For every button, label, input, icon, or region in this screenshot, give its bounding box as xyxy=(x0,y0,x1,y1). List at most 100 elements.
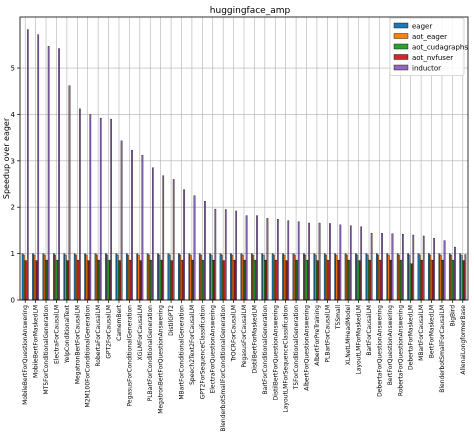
legend-swatch-aot_eager xyxy=(393,33,409,39)
bar-eager xyxy=(438,253,441,301)
bar-inductor xyxy=(204,201,206,301)
bar-aot_eager xyxy=(387,254,390,301)
bar-aot_nvfuser xyxy=(463,260,465,301)
bar-eager xyxy=(448,253,451,301)
bar-eager xyxy=(428,253,430,301)
bar-aot_cudagraphs xyxy=(66,260,68,301)
bar-aot_nvfuser xyxy=(67,260,70,301)
legend-swatch-inductor xyxy=(393,64,409,71)
bar-aot_eager xyxy=(179,254,182,301)
bar-aot_nvfuser xyxy=(46,259,49,301)
x-tick-label: YelpConditionalText xyxy=(64,304,71,364)
bar-eager xyxy=(396,253,399,301)
bar-aot_eager xyxy=(283,254,286,301)
bar-aot_eager xyxy=(43,254,46,301)
bar-aot_eager xyxy=(168,254,171,301)
bar-aot_nvfuser xyxy=(234,259,236,301)
bar-inductor xyxy=(287,220,290,301)
bar-aot_nvfuser xyxy=(171,260,174,301)
bar-aot_cudagraphs xyxy=(368,259,370,301)
bar-aot_eager xyxy=(137,254,140,301)
bar-aot_cudagraphs xyxy=(461,260,464,301)
bar-inductor xyxy=(224,209,227,301)
bar-inductor xyxy=(68,85,71,301)
bar-eager xyxy=(271,253,274,301)
x-tick-label: RobertaForCausalLM xyxy=(95,305,102,367)
bar-eager xyxy=(365,253,368,301)
x-tick-label: PegasusForCausalLM xyxy=(241,305,248,368)
x-tick-label: DebertaForMaskedLM xyxy=(408,305,415,370)
bar-aot_eager xyxy=(75,254,77,301)
bar-inductor xyxy=(183,189,185,301)
bar-eager xyxy=(157,253,159,301)
bar-inductor xyxy=(235,210,238,301)
bar-aot_nvfuser xyxy=(296,259,299,301)
bar-aot_nvfuser xyxy=(244,259,247,301)
bar-aot_eager xyxy=(346,254,348,301)
bar-eager xyxy=(417,253,420,301)
bar-aot_cudagraphs xyxy=(45,259,47,301)
x-tick-label: AlbertForQuestionAnswering xyxy=(304,305,311,391)
bar-aot_nvfuser xyxy=(119,260,122,301)
bar-eager xyxy=(459,253,462,301)
bar-aot_eager xyxy=(158,254,161,301)
bar-aot_nvfuser xyxy=(452,259,455,301)
bar-aot_cudagraphs xyxy=(295,259,297,301)
bar-aot_cudagraphs xyxy=(118,260,120,301)
bar-inductor xyxy=(47,46,50,301)
x-tick-label: T5Small xyxy=(335,305,342,330)
bar-eager xyxy=(323,253,326,301)
bar-inductor xyxy=(454,246,456,301)
bar-eager xyxy=(84,253,86,301)
bar-inductor xyxy=(214,208,217,301)
bar-aot_nvfuser xyxy=(442,259,445,301)
x-tick-label: CamemBert xyxy=(116,304,123,341)
y-axis: 0 1 2 3 4 5 xyxy=(11,65,20,305)
y-tick-label: 0 xyxy=(11,297,15,305)
bar-eager xyxy=(105,253,107,301)
x-tick-label: DebertaForQuestionAnswering xyxy=(376,305,383,397)
bar-aot_nvfuser xyxy=(213,259,215,301)
x-tick-label: LayoutLMForSequenceClassification xyxy=(283,305,290,413)
bar-inductor xyxy=(360,226,363,301)
bar-aot_cudagraphs xyxy=(305,259,308,301)
bar-eager xyxy=(94,253,97,301)
x-tick-label: TrOCRForCausalLM xyxy=(231,305,238,362)
bar-eager xyxy=(188,253,191,301)
grid xyxy=(20,17,468,301)
x-tick-label: ElectraForQuestionAnswering xyxy=(210,305,217,394)
bar-inductor xyxy=(131,149,133,301)
bar-aot_cudagraphs xyxy=(55,259,58,301)
bar-aot_cudagraphs xyxy=(128,259,131,301)
bar-inductor xyxy=(162,175,165,301)
bar-aot_eager xyxy=(356,254,359,301)
bar-eager xyxy=(209,253,211,301)
x-tick-label: DistilGPT2 xyxy=(168,305,175,336)
x-tick-label: PegasusForConditionalGeneration xyxy=(126,305,133,407)
bar-inductor xyxy=(110,118,112,301)
bar-aot_cudagraphs xyxy=(253,259,256,301)
bar-aot_cudagraphs xyxy=(420,259,422,301)
bar-inductor xyxy=(245,215,248,301)
bar-inductor xyxy=(266,218,269,301)
bar-eager xyxy=(42,253,45,301)
bar-aot_nvfuser xyxy=(369,259,372,301)
y-tick-label: 3 xyxy=(11,157,15,165)
legend-box xyxy=(389,17,465,76)
bar-aot_cudagraphs xyxy=(201,259,204,301)
bar-eager xyxy=(219,253,222,301)
bar-inductor xyxy=(370,233,373,301)
x-tick-label: MegatronBertForQuestionAnswering xyxy=(158,305,165,414)
bar-aot_cudagraphs xyxy=(222,260,224,301)
bar-aot_eager xyxy=(54,254,56,301)
bar-eager xyxy=(386,253,389,301)
bar-aot_cudagraphs xyxy=(138,260,141,301)
bar-inductor xyxy=(308,222,310,301)
y-tick-label: 1 xyxy=(11,250,15,258)
x-tick-label: MBartForCausalLM xyxy=(418,305,425,361)
bar-aot_nvfuser xyxy=(359,260,361,301)
bar-aot_nvfuser xyxy=(286,260,288,301)
bar-aot_nvfuser xyxy=(77,259,80,301)
x-tick-label: MBartForConditionalGeneration xyxy=(178,305,185,400)
bar-eager xyxy=(240,253,243,301)
